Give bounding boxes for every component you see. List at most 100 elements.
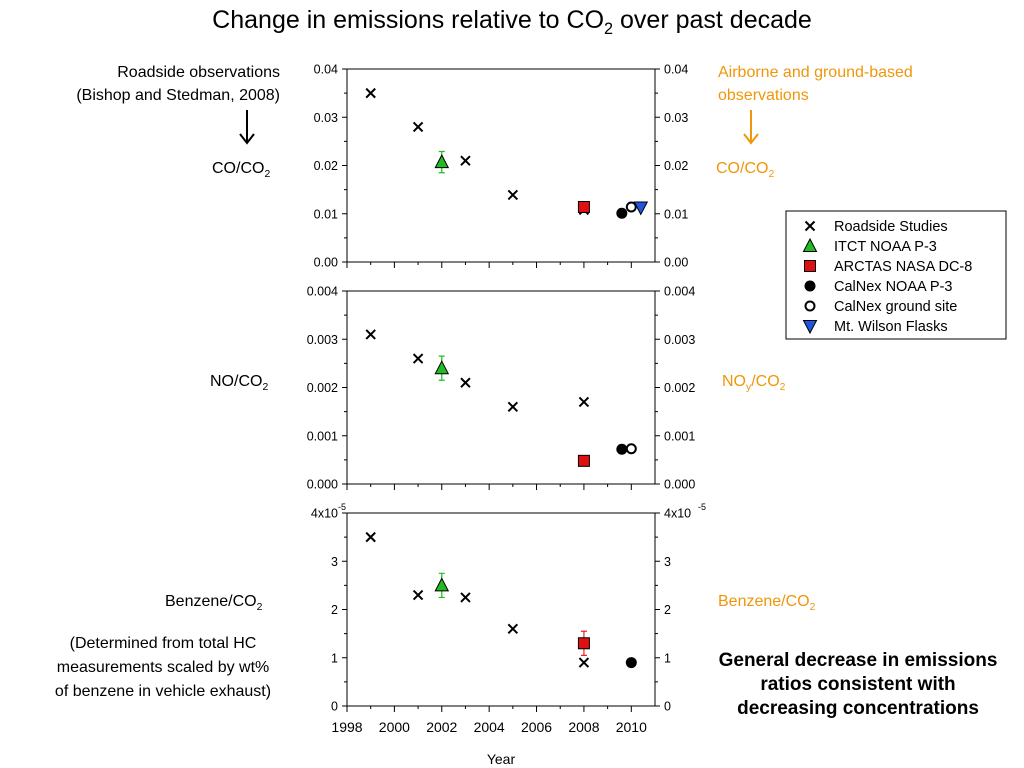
- benzene-note: (Determined from total HC measurements s…: [18, 632, 308, 704]
- y-tick-label-right: 4x10: [664, 507, 691, 521]
- y-tick-label-right: 0: [664, 700, 671, 714]
- benzene-note-line1: (Determined from total HC: [69, 635, 257, 652]
- data-point: [625, 657, 637, 669]
- x-tick-label: 2010: [616, 719, 647, 735]
- airborne-note-line1: Airborne and ground-based: [718, 64, 913, 81]
- y-tick-label-left: 0.00: [314, 256, 338, 270]
- x-tick-label: 2000: [379, 719, 410, 735]
- legend-entry: CalNex NOAA P-3: [834, 279, 952, 295]
- data-point: [625, 443, 637, 455]
- series-roadside-studies: [365, 87, 590, 216]
- data-point: [577, 637, 590, 650]
- data-point: [507, 189, 519, 201]
- y-tick-label-right: 1: [664, 651, 671, 665]
- x-tick-label: 2002: [426, 719, 457, 735]
- left-arrow-icon: [239, 110, 255, 145]
- airborne-note-line2: observations: [718, 87, 809, 104]
- y-tick-label-right: 0.004: [664, 285, 695, 299]
- data-point: [616, 443, 628, 455]
- series-calnex-noaa-p-3: [625, 657, 637, 669]
- y-tick-label-left: 0.002: [307, 381, 338, 395]
- data-point: [365, 531, 376, 543]
- series-arctas-nasa-dc-8: [577, 454, 590, 467]
- y-tick-label-left: 0.001: [307, 429, 338, 443]
- y-tick-label-right: 0.01: [664, 207, 688, 221]
- series-arctas-nasa-dc-8: [577, 630, 590, 656]
- series-calnex-noaa-p-3: [616, 443, 628, 455]
- y-tick-label-left: 0: [331, 700, 338, 714]
- data-point: [577, 454, 590, 467]
- benzene-right-label: Benzene/CO2: [718, 593, 816, 614]
- data-point: [460, 377, 471, 388]
- legend-marker: [802, 320, 818, 335]
- y-tick-label-right: 0.002: [664, 381, 695, 395]
- benzene-note-line3: of benzene in vehicle exhaust): [54, 683, 272, 700]
- y-tick-label-left: 0.000: [307, 478, 338, 492]
- conclusion-text: General decrease in emissions ratios con…: [718, 650, 998, 719]
- y-tick-label-left: 0.02: [314, 159, 338, 173]
- data-point: [578, 396, 590, 408]
- benzene-note-line2: measurements scaled by wt%: [56, 659, 270, 676]
- data-point: [412, 353, 424, 364]
- panel-co: 0.00 0.00 0.01 0.01 0.02 0.02 0.03 0.03 0.04 0.04: [314, 63, 689, 270]
- legend-entry: CalNex ground site: [834, 299, 957, 315]
- panel-no: 0.000 0.000 0.001 0.001 0.002 0.002 0.003 0.003…: [307, 285, 696, 492]
- y-tick-label-right: 0.000: [664, 478, 695, 492]
- y-tick-label-left: 1: [331, 651, 338, 665]
- series-calnex-noaa-p-3: [616, 207, 628, 219]
- series-roadside-studies: [365, 329, 590, 413]
- data-point: [507, 623, 519, 635]
- legend-entry: ARCTAS NASA DC-8: [834, 259, 972, 275]
- y-tick-label-left: 0.04: [314, 63, 338, 77]
- series-mt-wilson-flasks: [633, 201, 649, 216]
- y-tick-label-left: 0.01: [314, 207, 338, 221]
- y-tick-label-right: 0.02: [664, 159, 688, 173]
- y-tick-label-right: 0.001: [664, 429, 695, 443]
- data-point: [460, 155, 471, 166]
- legend: Roadside Studies ITCT NOAA P-3 ARCTAS NASA…: [785, 210, 1007, 340]
- x-tick-label: 1998: [331, 719, 362, 735]
- data-point: [412, 121, 424, 133]
- co-left-label: CO/CO2: [212, 160, 271, 181]
- roadside-note-line1: Roadside observations: [117, 64, 280, 81]
- data-point: [616, 207, 628, 219]
- roadside-note: Roadside observations (Bishop and Stedma…: [10, 61, 280, 107]
- data-point: [434, 154, 450, 169]
- data-point: [365, 87, 376, 99]
- y-tick-exponent-left: -5: [338, 502, 346, 512]
- y-tick-label-right: 0.003: [664, 333, 695, 347]
- y-tick-label-left: 3: [331, 555, 338, 569]
- y-tick-label-left: 2: [331, 603, 338, 617]
- x-tick-label: 2006: [521, 719, 552, 735]
- series-itct-noaa-p-3: [434, 150, 450, 174]
- data-point: [460, 592, 471, 603]
- y-tick-label-left: 4x10: [311, 507, 338, 521]
- y-tick-label-right: 0.04: [664, 63, 688, 77]
- data-point: [625, 201, 637, 213]
- series-calnex-ground-site: [625, 201, 637, 213]
- legend-entry: Roadside Studies: [834, 219, 948, 235]
- y-tick-label-right: 3: [664, 555, 671, 569]
- series-arctas-nasa-dc-8: [577, 200, 590, 213]
- series-itct-noaa-p-3: [434, 572, 450, 599]
- y-tick-label-right: 2: [664, 603, 671, 617]
- benzene-left-label: Benzene/CO2: [165, 593, 263, 614]
- x-tick-label: 2004: [474, 719, 505, 735]
- panel-frame-co: [346, 68, 656, 263]
- data-point: [434, 577, 450, 592]
- legend-marker: [804, 300, 816, 312]
- y-tick-label-right: 0.00: [664, 256, 688, 270]
- no-left-label: NO/CO2: [210, 373, 269, 394]
- y-tick-label-left: 0.003: [307, 333, 338, 347]
- series-calnex-ground-site: [625, 443, 637, 455]
- noy-right-label: NOy/CO2: [722, 373, 786, 394]
- y-tick-label-right: 0.03: [664, 111, 688, 125]
- co-right-label: CO/CO2: [716, 160, 775, 181]
- data-point: [434, 360, 450, 375]
- data-point: [412, 589, 424, 601]
- legend-marker: [804, 260, 816, 272]
- legend-marker: [804, 220, 816, 232]
- legend-entry: ITCT NOAA P-3: [834, 239, 937, 255]
- series-itct-noaa-p-3: [434, 355, 450, 381]
